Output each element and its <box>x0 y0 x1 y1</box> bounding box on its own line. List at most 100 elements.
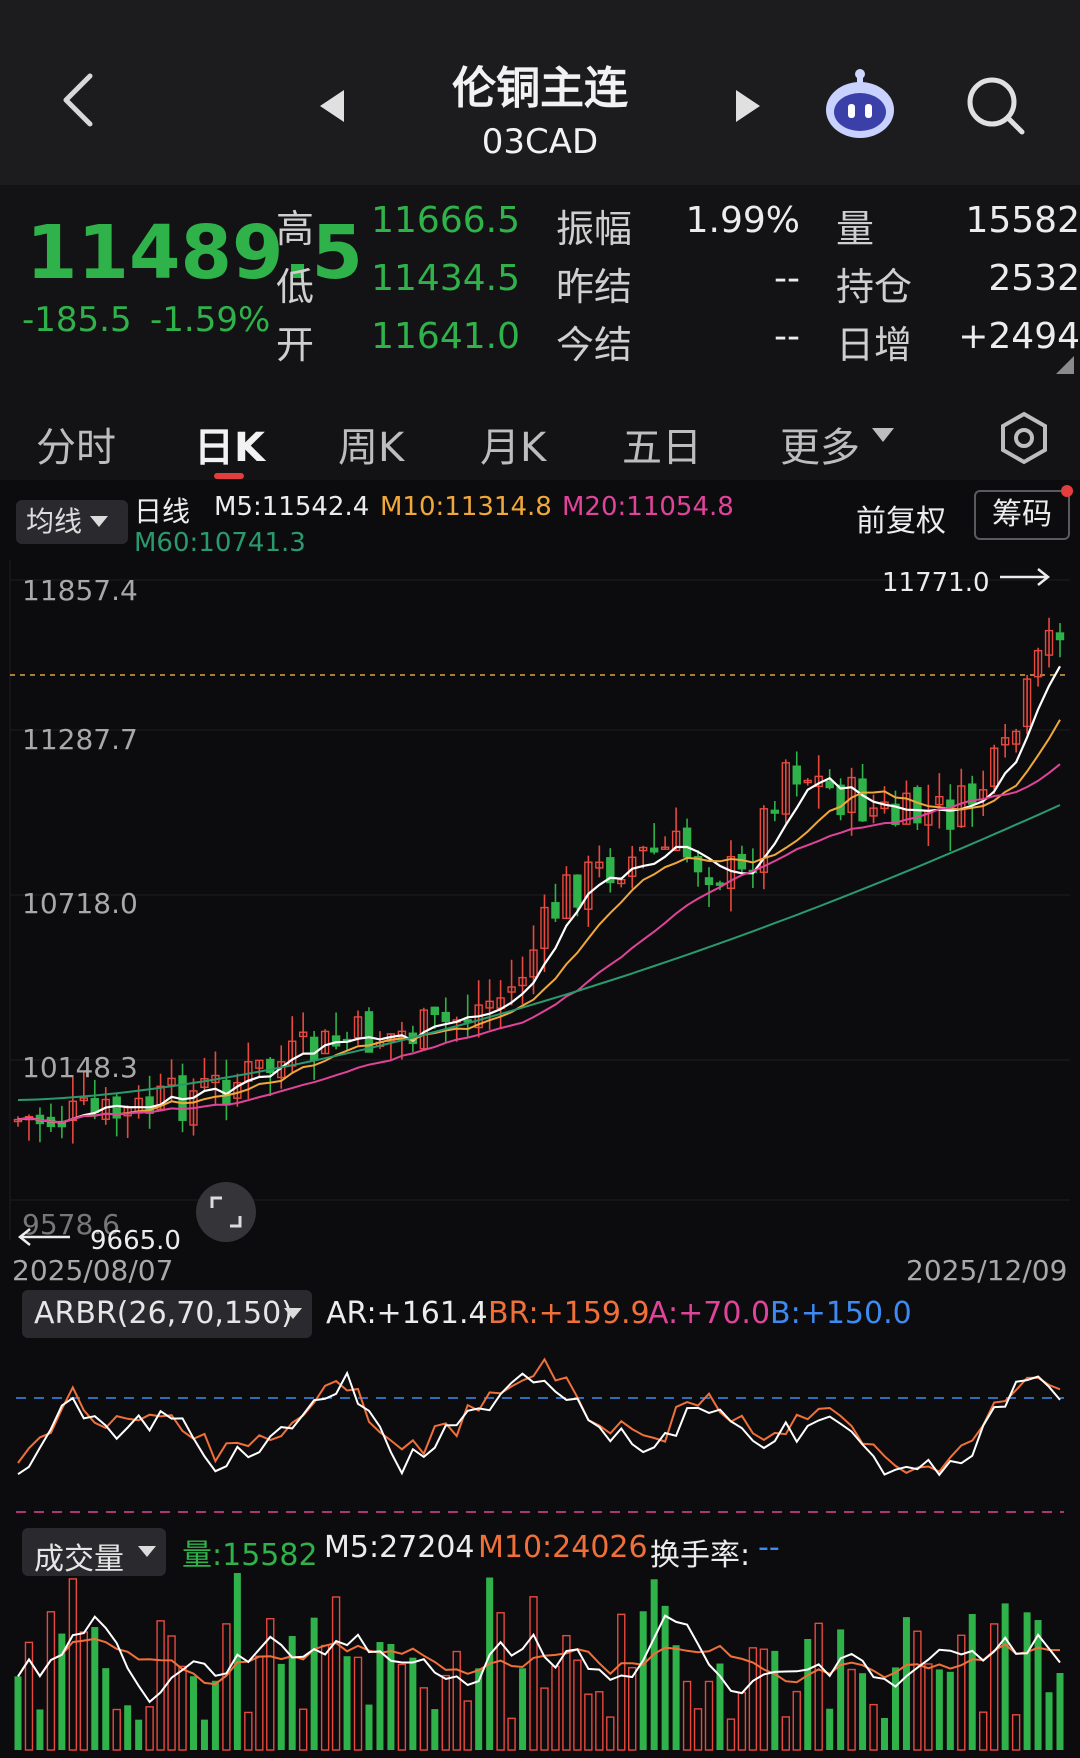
y-tick-5: 9578.6 <box>22 1208 120 1241</box>
tab-intraday[interactable]: 分时 <box>36 425 116 471</box>
robot-assistant-icon[interactable] <box>822 66 898 142</box>
candle <box>46 1103 56 1133</box>
candle <box>989 744 999 795</box>
more-dropdown-icon[interactable] <box>872 428 894 444</box>
candle <box>847 767 856 836</box>
volume-bar <box>639 1611 647 1750</box>
arbr-dropdown-icon[interactable] <box>284 1308 302 1320</box>
volume-bar <box>222 1623 231 1751</box>
volume-bar <box>1001 1603 1009 1750</box>
back-chevron-icon[interactable] <box>58 72 98 128</box>
candle <box>682 818 692 863</box>
tab-daily-k[interactable]: 日K <box>194 425 265 471</box>
candle <box>968 775 977 827</box>
candle <box>496 980 505 1029</box>
ma-dropdown-icon[interactable] <box>90 516 108 528</box>
volume-bar <box>397 1663 407 1751</box>
tab-more[interactable]: 更多 <box>780 425 860 471</box>
candle <box>200 1057 209 1091</box>
arbr-chart[interactable] <box>0 1340 1080 1520</box>
prev-triangle-icon[interactable] <box>318 88 346 124</box>
volume-bar <box>902 1617 910 1750</box>
volume-bar <box>277 1663 285 1750</box>
candle <box>540 894 549 973</box>
volume-bar <box>452 1650 461 1751</box>
volume-bar <box>475 1668 483 1750</box>
volume-bar <box>353 1656 363 1751</box>
ma20-label: M20:11054.8 <box>562 492 734 522</box>
volume-m10: M10:24026 <box>478 1530 648 1565</box>
turnover-value: -- <box>758 1530 780 1565</box>
volume-bar <box>661 1605 669 1750</box>
candle <box>320 1029 330 1055</box>
amplitude-label: 振幅 <box>556 207 633 251</box>
candle <box>693 850 703 887</box>
settle-label: 今结 <box>556 323 633 367</box>
arbr-selector[interactable] <box>22 1290 312 1338</box>
volume-bar <box>102 1668 110 1750</box>
volume-bar <box>726 1718 736 1751</box>
volume-bar <box>650 1579 658 1750</box>
y-tick-1: 11857.4 <box>22 574 138 607</box>
volume-bar <box>837 1629 845 1750</box>
tab-monthly-k[interactable]: 月K <box>480 425 547 471</box>
turnover-label: 换手率: <box>650 1538 751 1573</box>
volume-bar <box>58 1633 66 1750</box>
volume-bar <box>507 1717 516 1751</box>
amplitude-value: 1.99% <box>685 200 800 241</box>
ar-line <box>17 1370 1061 1477</box>
candle <box>145 1075 154 1129</box>
settings-hexagon-icon[interactable] <box>996 410 1052 466</box>
high-label: 高 <box>276 207 315 251</box>
br-value: BR:+159.9 <box>488 1296 650 1331</box>
volume-bar <box>178 1665 187 1751</box>
price-change-pct: -1.59% <box>150 300 271 340</box>
volume-selector-label: 成交量 <box>34 1542 124 1577</box>
next-triangle-icon[interactable] <box>734 88 762 124</box>
volume-bar <box>255 1655 264 1751</box>
volume-bar <box>167 1635 176 1751</box>
candle <box>309 1030 319 1080</box>
volume-bar <box>124 1705 132 1750</box>
candle <box>1044 617 1054 668</box>
volume-bar <box>847 1668 856 1751</box>
volume-bar <box>759 1648 769 1751</box>
tab-five-day[interactable]: 五日 <box>622 425 702 471</box>
candle <box>671 807 681 852</box>
high-marker-label: 11771.0 <box>882 568 990 598</box>
ma10-line <box>17 719 1061 1124</box>
volume-bar <box>792 1690 801 1751</box>
tab-weekly-k[interactable]: 周K <box>338 425 405 471</box>
volume-value: 15582 <box>965 200 1080 241</box>
candlestick-chart[interactable] <box>0 560 1080 1250</box>
candle <box>913 785 922 830</box>
active-tab-indicator <box>214 473 244 479</box>
candle <box>584 855 593 927</box>
b-value: B:+150.0 <box>770 1296 912 1331</box>
y-tick-4: 10148.3 <box>22 1051 138 1084</box>
candle <box>233 1073 242 1107</box>
candle <box>68 1075 78 1144</box>
volume-bar <box>46 1611 56 1751</box>
volume-bar <box>36 1709 44 1750</box>
volume-bar <box>387 1643 395 1750</box>
volume-bar <box>310 1617 318 1750</box>
daily-increase-label: 日增 <box>836 323 913 367</box>
candle <box>660 836 670 850</box>
volume-bar <box>814 1622 823 1751</box>
candle <box>781 759 790 824</box>
volume-chart[interactable] <box>0 1560 1080 1758</box>
candle <box>562 866 571 920</box>
volume-bar <box>244 1711 253 1751</box>
candle <box>419 1007 429 1051</box>
volume-bar <box>24 1641 34 1751</box>
search-icon[interactable] <box>964 74 1028 138</box>
fullscreen-toggle-icon[interactable] <box>194 1180 258 1244</box>
adjust-mode[interactable]: 前复权 <box>856 504 946 539</box>
top-bar <box>0 0 1080 185</box>
volume-dropdown-icon[interactable] <box>138 1546 156 1558</box>
volume-bar <box>617 1613 626 1751</box>
volume-selector[interactable] <box>22 1528 166 1576</box>
ma-selector[interactable]: 均线 <box>16 500 128 544</box>
chips-button[interactable]: 筹码 <box>974 490 1070 540</box>
